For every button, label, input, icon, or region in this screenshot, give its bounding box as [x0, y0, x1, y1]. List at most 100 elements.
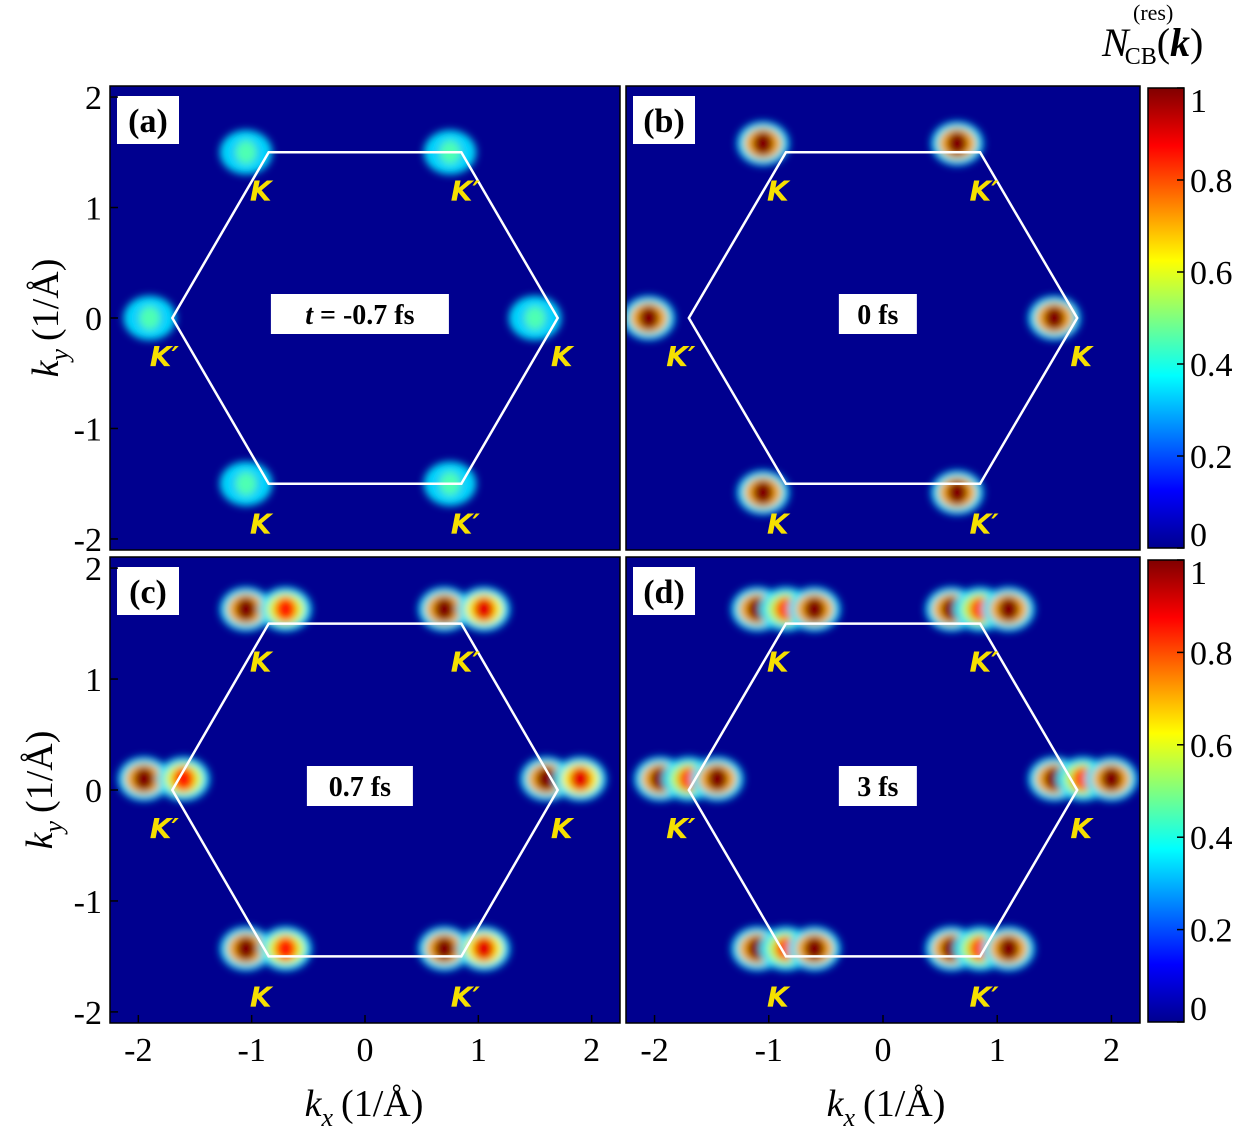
colorbar-tick-label: 0.2 — [1190, 913, 1233, 950]
valley-label: K — [551, 340, 575, 373]
density-blob — [803, 936, 826, 961]
valley-label: K′ — [451, 646, 481, 679]
svg-text:0 fs: 0 fs — [857, 300, 898, 331]
colorbar-gradient — [1147, 559, 1185, 1023]
valley-label: K — [250, 646, 274, 679]
density-blob — [235, 936, 257, 961]
density-blob — [235, 471, 257, 496]
valley-label: K′ — [970, 980, 1000, 1013]
density-blob — [946, 131, 969, 156]
time-label: 0 fs — [838, 294, 917, 334]
time-label: 3 fs — [838, 766, 917, 806]
panel-d: K K′ K′ K K K′ (d) 3 fs -2 -1 0 1 2 — [625, 556, 1141, 1069]
density-blob — [133, 766, 155, 792]
valley-label: K — [1070, 340, 1094, 373]
panel-label: (b) — [633, 96, 695, 144]
density-blob — [803, 597, 826, 622]
valley-label: K′ — [451, 980, 481, 1013]
panel-label: (a) — [117, 96, 179, 144]
valley-label: K — [767, 646, 791, 679]
density-blob — [569, 766, 592, 792]
y-axis-label-bottom: ky(1/Å) — [19, 731, 68, 850]
x-tick-label: 0 — [357, 1032, 374, 1069]
panel-label: (c) — [117, 567, 179, 615]
x-tick-label: 0 — [875, 1032, 892, 1069]
density-blob — [524, 305, 546, 331]
y-tick-label: 0 — [85, 301, 102, 338]
density-blob — [433, 936, 456, 961]
density-blob — [235, 140, 257, 165]
y-tick-label: 0 — [85, 773, 102, 810]
y-tick-label: -1 — [74, 411, 102, 448]
svg-text:3 fs: 3 fs — [857, 772, 898, 803]
brillouin-zone-hexagon — [170, 622, 560, 958]
brillouin-zone-hexagon — [687, 622, 1079, 958]
colorbar-bottom: 0 0.2 0.4 0.6 0.8 1 — [1147, 555, 1233, 1028]
x-tick-label: 1 — [989, 1032, 1006, 1069]
colorbar-tick-label: 0.4 — [1190, 347, 1233, 384]
colorbar-tick-label: 0.8 — [1190, 163, 1233, 200]
density-blob — [535, 766, 558, 792]
density-blob — [473, 597, 495, 622]
density-blob — [637, 305, 660, 331]
valley-label: K′ — [451, 174, 481, 207]
colorbar-tick-label: 0 — [1190, 517, 1207, 554]
panel-c: K K′ K′ K K K′ (c) 0.7 fs -2 -1 0 1 2 -2 -1 0 1 2 — [74, 551, 621, 1069]
density-blob — [946, 480, 969, 505]
density-blob — [752, 480, 774, 505]
y-tick-label: 1 — [85, 191, 102, 228]
valley-label: K′ — [666, 812, 696, 845]
x-tick-label: 2 — [583, 1032, 600, 1069]
x-tick-label: 1 — [470, 1032, 487, 1069]
brillouin-zone-hexagon — [687, 151, 1079, 485]
density-blob — [752, 131, 774, 156]
svg-text:ky(1/Å): ky(1/Å) — [25, 259, 74, 378]
x-tick-label: -1 — [238, 1032, 266, 1069]
svg-text:(b): (b) — [643, 103, 685, 140]
colorbar-top: 0 0.2 0.4 0.6 0.8 1 — [1147, 83, 1233, 554]
valley-label: K — [767, 508, 791, 541]
valley-label: K′ — [150, 812, 180, 845]
valley-label: K — [767, 980, 791, 1013]
colorbar-tick-label: 0.6 — [1190, 728, 1233, 765]
density-blob — [274, 936, 297, 961]
density-blob — [1043, 305, 1066, 331]
density-blob — [997, 936, 1020, 961]
valley-label: K — [1070, 812, 1094, 845]
valley-label: K′ — [970, 646, 1000, 679]
valley-label: K — [250, 174, 274, 207]
colorbar-title-sup: (res) — [1133, 0, 1173, 25]
time-label: t = -0.7 fs — [270, 294, 449, 334]
density-blob — [473, 936, 495, 961]
y-tick-label: 2 — [85, 80, 102, 117]
svg-text:(a): (a) — [128, 103, 168, 140]
brillouin-zone-hexagon — [170, 151, 560, 485]
x-tick-label: -1 — [755, 1032, 783, 1069]
density-blob — [433, 597, 456, 622]
time-label: 0.7 fs — [306, 766, 413, 806]
colorbar-tick-label: 0.2 — [1190, 439, 1233, 476]
svg-text:(d): (d) — [643, 574, 685, 611]
y-axis-label-top: ky(1/Å) — [25, 259, 74, 378]
valley-label: K — [551, 812, 575, 845]
panel-a: K K′ K′ K K K′ (a) t = -0.7 fs -2 -1 0 1 2 — [74, 80, 621, 559]
density-blob — [997, 597, 1020, 622]
panel-b: K K′ K′ K K K′ (b) 0 fs — [625, 85, 1141, 551]
valley-label: K — [250, 980, 274, 1013]
colorbar-tick-label: 1 — [1190, 83, 1207, 120]
density-blob — [235, 597, 257, 622]
valley-label: K′ — [970, 508, 1000, 541]
y-tick-label: -1 — [74, 884, 102, 921]
x-tick-label: 2 — [1103, 1032, 1120, 1069]
colorbar-tick-label: 1 — [1190, 555, 1207, 592]
density-blob — [172, 766, 195, 792]
svg-text:0.7 fs: 0.7 fs — [329, 772, 391, 803]
colorbar-title: NCB(k) — [1101, 20, 1203, 70]
density-blob — [138, 305, 161, 331]
y-tick-label: -2 — [74, 995, 102, 1032]
x-tick-label: -2 — [640, 1032, 668, 1069]
density-blob — [706, 766, 729, 792]
panel-label: (d) — [633, 567, 695, 615]
density-blob — [274, 597, 297, 622]
svg-text:ky(1/Å): ky(1/Å) — [19, 731, 68, 850]
